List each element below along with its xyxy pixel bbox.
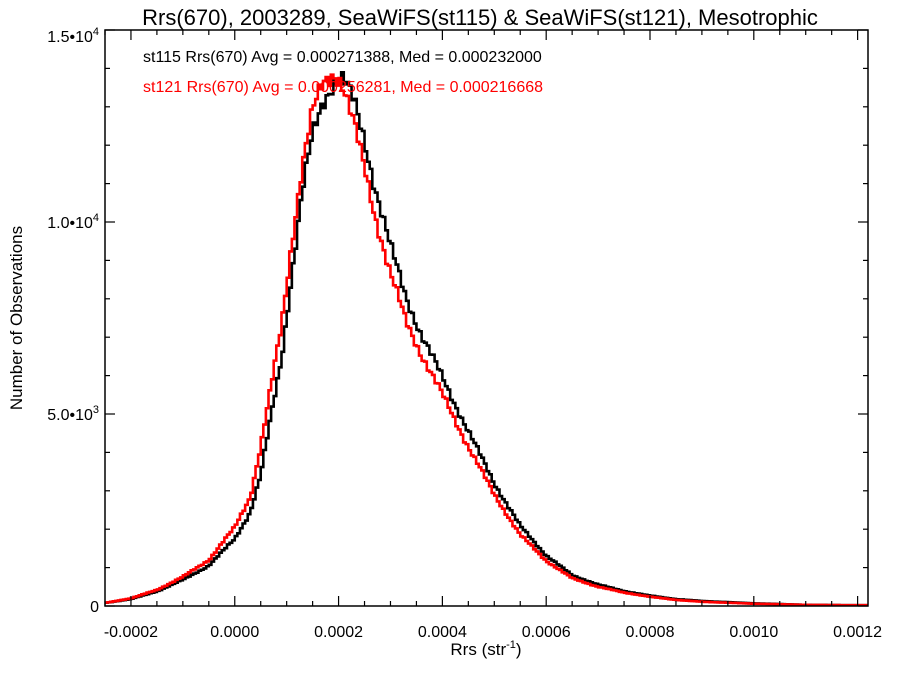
x-axis-label-close: ) xyxy=(516,640,522,659)
x-tick-label: 0.0010 xyxy=(729,624,778,641)
series-st121-line xyxy=(105,73,868,607)
chart-title: Rrs(670), 2003289, SeaWiFS(st115) & SeaW… xyxy=(142,5,818,30)
y-tick-label: 1.5•104 xyxy=(47,26,99,46)
plot-frame xyxy=(104,29,869,607)
x-axis-label-superscript: -1 xyxy=(506,639,516,651)
x-tick-label: 0.0008 xyxy=(626,624,675,641)
y-axis-label: Number of Observations xyxy=(7,226,26,410)
x-axis: -0.0002 0.0000 0.0002 0.0004 0.0006 0.0008 0.0… xyxy=(104,30,882,641)
y-tick-label: 0 xyxy=(90,599,99,616)
series-layer xyxy=(105,70,868,607)
x-tick-label: 0.0006 xyxy=(522,624,571,641)
x-tick-label: 0.0012 xyxy=(833,624,882,641)
legend-entry-st115: st115 Rrs(670) Avg = 0.000271388, Med = … xyxy=(143,49,542,66)
legend: st115 Rrs(670) Avg = 0.000271388, Med = … xyxy=(143,49,543,96)
y-tick-label: 5.0•103 xyxy=(47,404,99,424)
x-tick-label: 0.0002 xyxy=(314,624,363,641)
legend-entry-st121: st121 Rrs(670) Avg = 0.000256281, Med = … xyxy=(143,79,543,96)
y-tick-label: 1.0•104 xyxy=(47,212,99,232)
y-axis: 0 5.0•103 1.0•104 1.5•104 xyxy=(47,26,868,616)
x-axis-label-text: Rrs (str xyxy=(450,640,506,659)
series-st115-line xyxy=(105,70,868,607)
x-axis-label: Rrs (str-1) xyxy=(450,639,521,659)
x-tick-label: 0.0004 xyxy=(418,624,467,641)
x-tick-label: -0.0002 xyxy=(104,624,158,641)
x-tick-label: 0.0000 xyxy=(210,624,259,641)
